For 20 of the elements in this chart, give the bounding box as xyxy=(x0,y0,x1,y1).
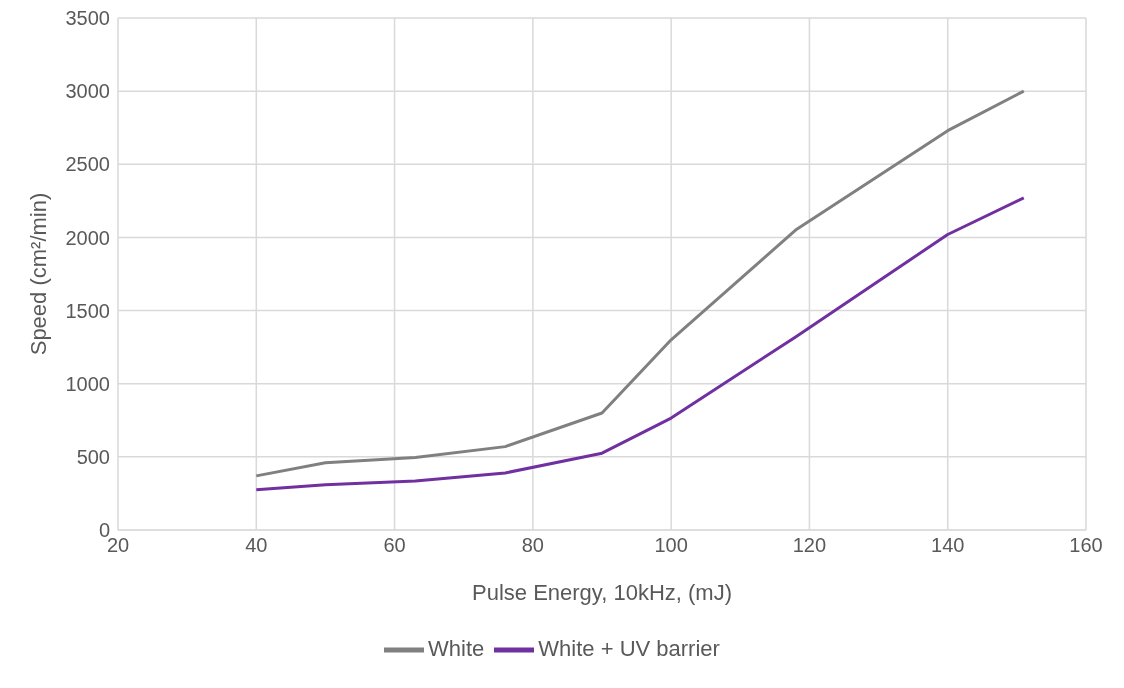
x-tick-label: 100 xyxy=(654,534,688,557)
x-tick-label: 40 xyxy=(245,534,268,557)
line-series xyxy=(254,196,1026,492)
y-tick-label: 3500 xyxy=(65,7,110,30)
legend-label: White + UV barrier xyxy=(538,635,720,661)
y-tick-label: 500 xyxy=(76,445,110,468)
x-tick-label: 60 xyxy=(383,534,406,557)
x-tick-label: 80 xyxy=(521,534,544,557)
legend-label: White xyxy=(428,635,485,661)
y-tick-label: 1000 xyxy=(65,372,110,395)
x-tick-label: 120 xyxy=(792,534,827,557)
x-tick-label: 160 xyxy=(1069,534,1103,557)
y-tick-label: 2000 xyxy=(65,226,110,249)
x-axis-title: Pulse Energy, 10kHz, (mJ) xyxy=(471,580,733,605)
y-tick-label: 3000 xyxy=(65,80,110,103)
line-series xyxy=(254,89,1026,478)
y-tick-label: 1500 xyxy=(65,299,110,322)
x-tick-label: 140 xyxy=(931,534,965,557)
y-tick-label: 2500 xyxy=(65,153,110,176)
y-axis-title: Speed (cm²/min) xyxy=(25,192,51,356)
